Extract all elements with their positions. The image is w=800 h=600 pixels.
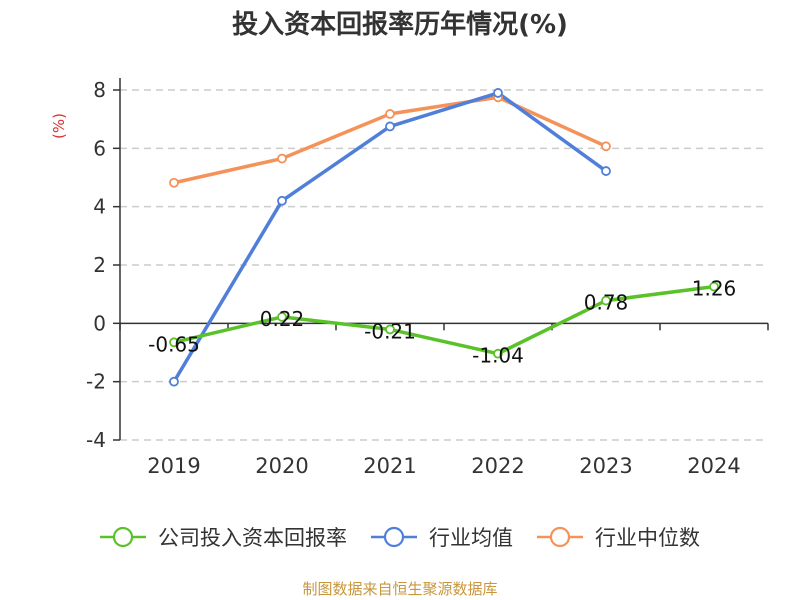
legend-label: 行业均值: [429, 526, 513, 550]
x-tick-label: 2020: [255, 454, 308, 478]
y-tick-label: 8: [93, 78, 106, 102]
y-tick-label: -4: [86, 428, 106, 452]
x-tick-label: 2019: [147, 454, 200, 478]
y-axis-tick-labels: 8 6 4 2 0 -2 -4: [86, 78, 106, 452]
legend-marker: [383, 526, 405, 548]
data-point: [385, 324, 395, 335]
legend-marker: [112, 526, 134, 548]
x-tick-label: 2024: [687, 454, 740, 478]
y-tick-label: 0: [93, 311, 106, 335]
y-tick-label: 4: [93, 195, 106, 219]
legend[interactable]: 公司投入资本回报率 行业均值 行业中位数: [100, 526, 700, 550]
data-point: [277, 195, 287, 206]
data-point: [169, 337, 179, 348]
legend-item[interactable]: 行业均值: [371, 526, 513, 550]
y-tick-label: 6: [93, 136, 106, 160]
data-point: [493, 348, 503, 359]
x-tick-label: 2021: [363, 454, 416, 478]
data-label: 0.78: [584, 291, 629, 315]
y-tick-label: -2: [86, 370, 106, 394]
legend-marker: [549, 526, 571, 548]
series-line: [172, 284, 716, 356]
data-point: [169, 376, 179, 387]
data-point: [169, 177, 179, 188]
series-points: [169, 88, 719, 387]
axes: [113, 78, 769, 441]
x-axis-tick-labels: 2019 2020 2021 2022 2023 2024: [147, 454, 740, 478]
gridlines: [120, 89, 768, 441]
data-point: [601, 141, 611, 152]
data-point: [601, 166, 611, 176]
data-point: [277, 153, 287, 164]
legend-item[interactable]: 行业中位数: [537, 526, 700, 550]
data-point: [385, 109, 395, 119]
chart-title: 投入资本回报率历年情况(%): [232, 9, 568, 40]
x-tick-label: 2022: [471, 454, 524, 478]
y-tick-label: 2: [93, 253, 106, 277]
y-axis-unit-label: (%): [50, 113, 68, 139]
data-point: [385, 121, 395, 132]
legend-label: 公司投入资本回报率: [158, 526, 347, 550]
data-point: [709, 281, 719, 292]
data-label: 1.26: [692, 277, 737, 301]
data-label: -0.21: [364, 319, 416, 343]
data-source-note: 制图数据来自恒生聚源数据库: [302, 580, 497, 598]
data-label: 0.22: [260, 307, 305, 331]
data-point: [601, 295, 611, 306]
data-point: [493, 88, 503, 98]
data-label: -0.65: [148, 332, 200, 356]
data-labels: -0.65 0.22 -0.21 -1.04 0.78 1.26: [148, 277, 736, 368]
legend-label: 行业中位数: [595, 526, 700, 550]
data-label: -1.04: [472, 344, 524, 368]
legend-item[interactable]: 公司投入资本回报率: [100, 526, 347, 550]
data-point: [277, 312, 287, 322]
series-lines: [172, 91, 716, 384]
x-tick-label: 2023: [579, 454, 632, 478]
